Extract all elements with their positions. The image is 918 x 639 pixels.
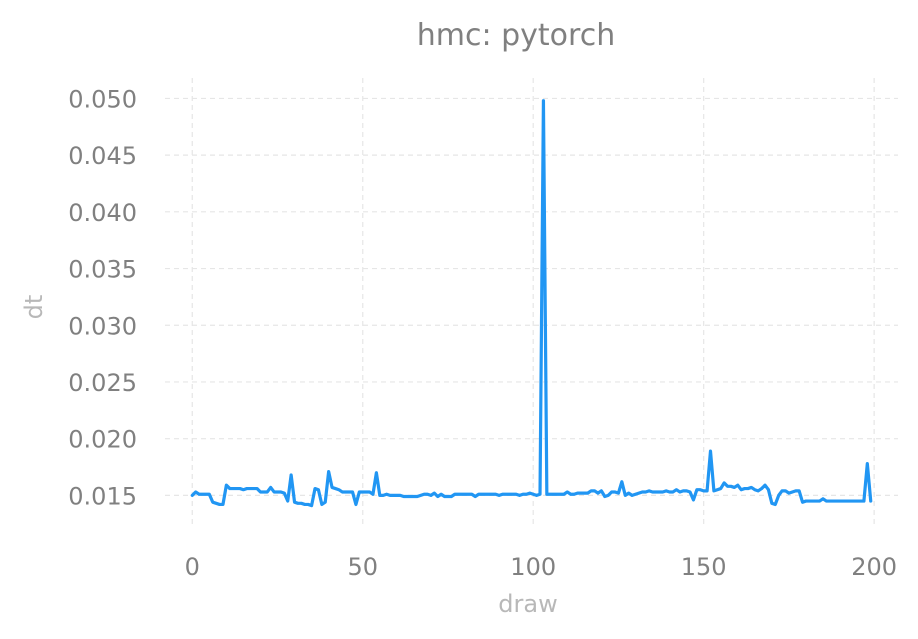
y-axis-label: dt [20,295,48,320]
y-tick-label: 0.040 [68,199,137,227]
y-tick-label: 0.025 [68,369,137,397]
x-tick-label: 0 [185,553,200,581]
grid [165,78,898,526]
x-tick-label: 150 [681,553,727,581]
y-tick-label: 0.050 [68,85,137,113]
chart-title: hmc: pytorch [417,18,615,53]
y-tick-label: 0.035 [68,256,137,284]
tick-labels: 0 50 100 150 200 0.015 0.020 0.025 0.030 0.035 0.0… [68,85,897,581]
x-tick-label: 100 [510,553,556,581]
series-line [190,99,873,508]
series-layer [190,99,873,508]
y-tick-label: 0.015 [68,482,137,510]
y-tick-label: 0.030 [68,312,137,340]
x-tick-label: 200 [851,553,897,581]
y-tick-label: 0.045 [68,142,137,170]
x-axis-label: draw [498,590,557,618]
y-tick-label: 0.020 [68,426,137,454]
x-tick-label: 50 [347,553,378,581]
